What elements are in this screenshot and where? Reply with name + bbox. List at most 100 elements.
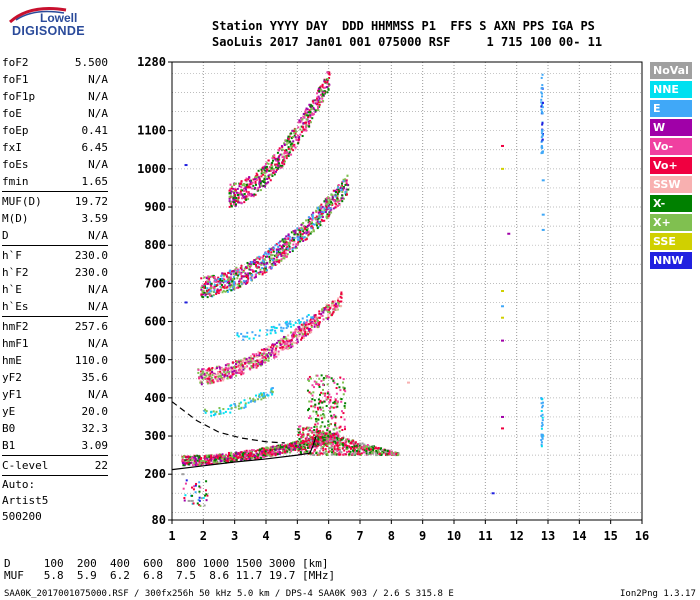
echo-point	[265, 359, 268, 362]
echo-point	[300, 437, 303, 440]
echo-point	[321, 445, 324, 448]
echo-point	[317, 208, 320, 211]
echo-point	[346, 438, 349, 441]
echo-point	[299, 237, 302, 240]
echo-point	[303, 236, 306, 239]
echo-point	[304, 227, 307, 230]
echo-point	[501, 290, 504, 292]
echo-point	[330, 453, 333, 456]
echo-point	[277, 245, 280, 248]
echo-point	[203, 291, 206, 294]
echo-point	[219, 412, 222, 415]
echo-point	[240, 282, 243, 285]
echo-point	[198, 490, 201, 493]
y-tick-label: 1100	[137, 124, 166, 138]
echo-point	[322, 439, 325, 442]
echo-point	[308, 220, 311, 223]
echo-point	[333, 304, 336, 307]
echo-point	[390, 451, 393, 454]
echo-point	[299, 320, 302, 323]
echo-point	[245, 275, 248, 278]
echo-point	[233, 287, 236, 290]
echo-point	[290, 442, 293, 445]
echo-point	[251, 353, 254, 356]
echo-point	[283, 160, 286, 163]
echo-point	[258, 255, 261, 258]
echo-point	[308, 221, 311, 224]
param-separator	[2, 455, 108, 456]
echo-point	[211, 379, 214, 382]
echo-point	[325, 432, 328, 435]
echo-point	[343, 418, 346, 421]
echo-point	[336, 431, 339, 434]
echo-point	[268, 450, 271, 453]
echo-point	[342, 453, 345, 456]
param-value: N/A	[88, 229, 108, 242]
echo-point	[234, 360, 237, 363]
echo-point	[342, 180, 345, 183]
echo-point	[244, 186, 247, 189]
echo-point	[318, 429, 321, 432]
echo-point	[334, 438, 337, 441]
echo-point	[250, 192, 253, 195]
echo-point	[297, 431, 300, 434]
echo-point	[322, 306, 325, 309]
echo-point	[330, 203, 333, 206]
echo-point	[246, 281, 249, 284]
echo-point	[323, 394, 326, 397]
param-row: C-level 22	[0, 457, 112, 474]
echo-point	[247, 191, 250, 194]
echo-point	[318, 97, 321, 100]
echo-point	[283, 142, 286, 145]
echo-point	[237, 456, 240, 459]
echo-point	[246, 276, 249, 279]
param-label: hmF2	[2, 320, 29, 333]
echo-point	[336, 191, 339, 194]
echo-point	[304, 112, 307, 115]
param-value: N/A	[88, 107, 108, 120]
echo-point	[258, 181, 261, 184]
echo-point	[323, 91, 326, 94]
echo-point	[231, 200, 234, 203]
param-value: 230.0	[74, 266, 108, 279]
echo-point	[266, 348, 269, 351]
echo-point	[235, 451, 238, 454]
echo-point	[253, 276, 256, 279]
echo-point	[250, 399, 253, 402]
echo-point	[247, 184, 250, 187]
echo-point	[202, 293, 205, 296]
echo-point	[311, 100, 314, 103]
echo-point	[347, 188, 350, 191]
echo-point	[345, 188, 348, 191]
echo-point	[238, 273, 241, 276]
echo-point	[255, 265, 258, 268]
echo-point	[344, 179, 347, 182]
echo-point	[304, 128, 307, 131]
echo-point	[299, 128, 302, 131]
echo-point	[327, 206, 330, 209]
echo-point	[309, 116, 312, 119]
echo-point	[540, 91, 543, 94]
echo-point	[291, 345, 294, 348]
echo-point	[381, 450, 384, 453]
echo-point	[223, 368, 226, 371]
echo-point	[280, 338, 283, 341]
echo-point	[346, 444, 349, 447]
echo-point	[252, 398, 255, 401]
echo-point	[310, 221, 313, 224]
echo-point	[540, 105, 543, 108]
echo-point	[241, 184, 244, 187]
echo-point	[192, 488, 195, 491]
echo-point	[255, 394, 258, 397]
echo-point	[253, 259, 256, 262]
echo-point	[317, 438, 320, 441]
echo-point	[294, 231, 297, 234]
echo-point	[283, 450, 286, 453]
echo-point	[263, 359, 266, 362]
echo-point	[250, 450, 253, 453]
echo-point	[501, 144, 504, 147]
echo-point	[391, 453, 394, 456]
echo-point	[271, 262, 274, 265]
echo-point	[260, 353, 263, 356]
echo-point	[232, 278, 235, 281]
